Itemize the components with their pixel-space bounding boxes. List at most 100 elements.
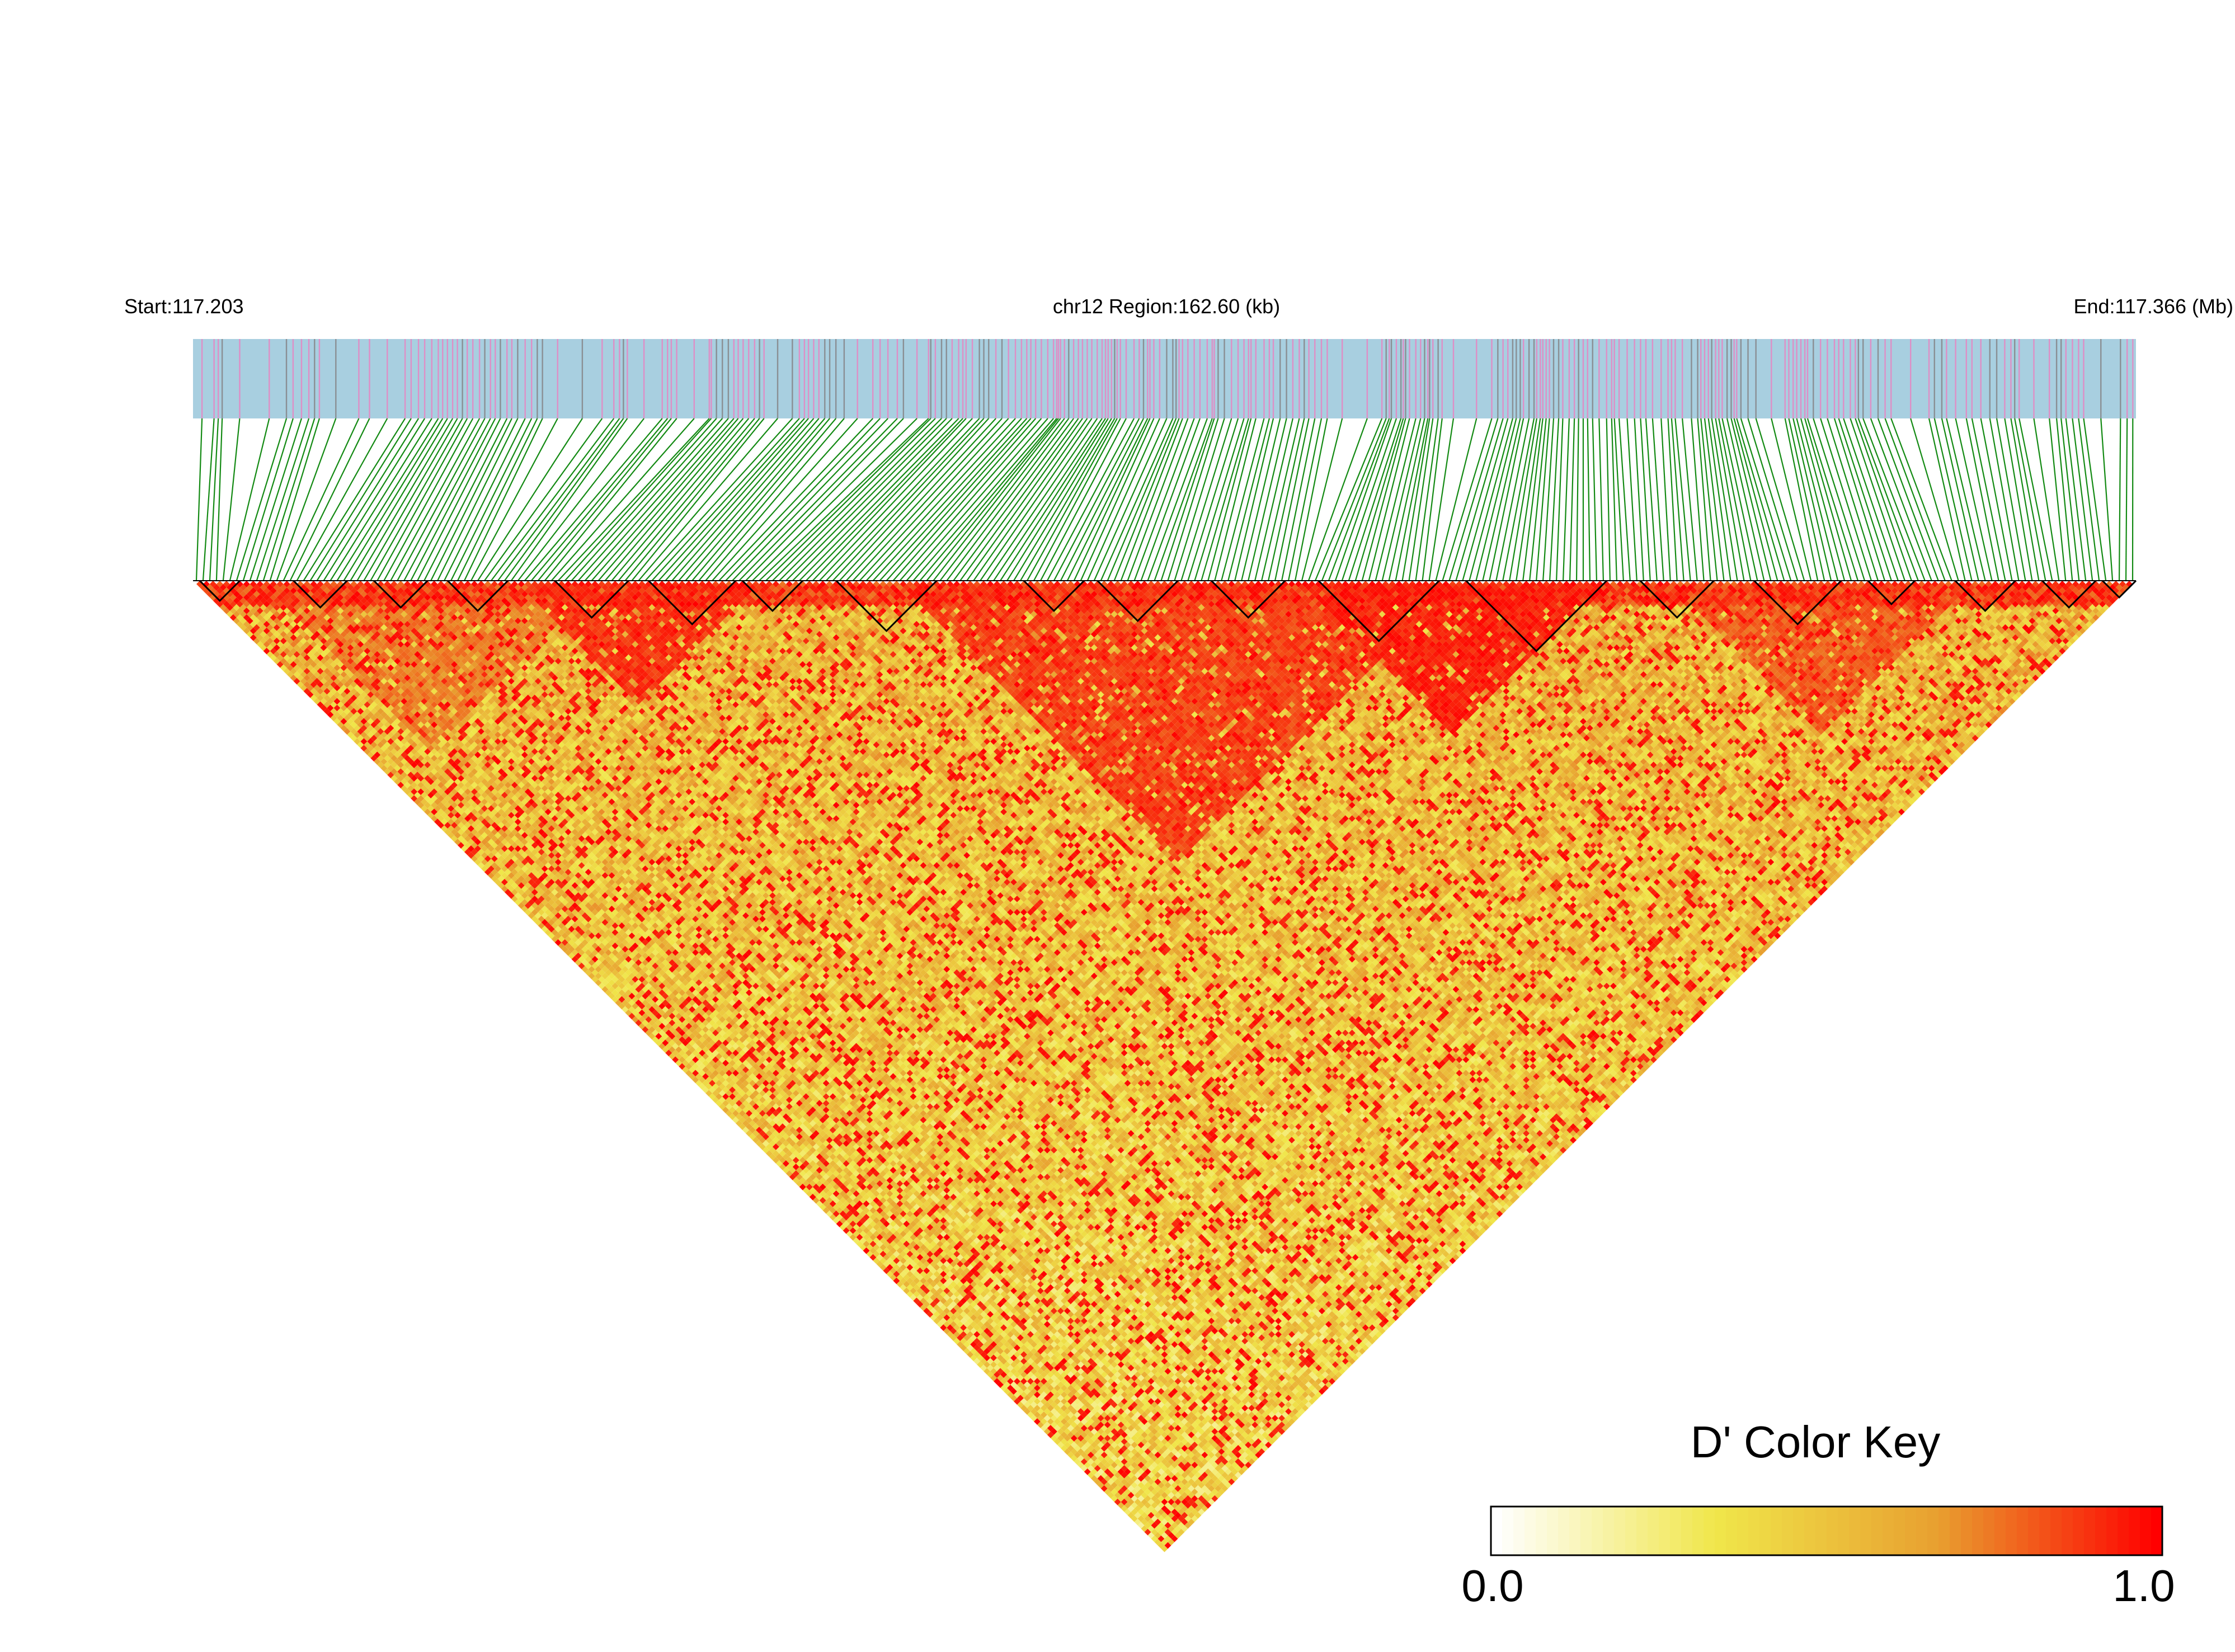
snp-marker <box>1640 339 1641 418</box>
snp-marker <box>1147 339 1148 418</box>
snp-marker <box>1671 339 1672 418</box>
snp-marker <box>1755 339 1756 418</box>
snp-marker <box>748 339 749 418</box>
snp-marker <box>239 339 240 418</box>
snp-marker <box>462 339 463 418</box>
snp-marker <box>1652 339 1653 418</box>
snp-marker <box>424 339 425 418</box>
snp-marker <box>1111 339 1112 418</box>
snp-marker <box>1138 339 1140 418</box>
snp-marker <box>1618 339 1620 418</box>
snp-marker <box>709 339 710 418</box>
snp-marker <box>829 339 830 418</box>
snp-marker <box>1890 339 1891 418</box>
snp-marker <box>1870 339 1871 418</box>
snp-marker <box>1697 339 1698 418</box>
snp-marker <box>857 339 858 418</box>
snp-marker <box>1736 339 1737 418</box>
snp-marker <box>447 339 448 418</box>
snp-marker <box>1934 339 1935 418</box>
snp-marker <box>671 339 672 418</box>
snp-marker <box>1243 339 1244 418</box>
snp-marker <box>2060 339 2062 418</box>
snp-marker <box>737 339 738 418</box>
snp-marker <box>1453 339 1454 418</box>
snp-marker <box>1314 339 1315 418</box>
snp-marker <box>2049 339 2050 418</box>
snp-marker <box>2065 339 2067 418</box>
region-end-label: End:117.366 (Mb) <box>2073 295 2233 318</box>
snp-marker <box>1143 339 1144 418</box>
snp-marker <box>1800 339 1801 418</box>
snp-marker <box>1153 339 1154 418</box>
snp-marker <box>1213 339 1215 418</box>
snp-marker <box>517 339 518 418</box>
snp-marker <box>1747 339 1748 418</box>
snp-marker <box>1946 339 1947 418</box>
snp-marker <box>2014 339 2015 418</box>
snp-marker <box>930 339 931 418</box>
snp-marker <box>218 339 219 418</box>
snp-marker <box>1182 339 1183 418</box>
snp-marker <box>1269 339 1270 418</box>
snp-marker <box>1396 339 1397 418</box>
snp-marker <box>667 339 668 418</box>
snp-marker <box>1108 339 1109 418</box>
snp-marker <box>897 339 898 418</box>
snp-marker <box>1367 339 1368 418</box>
snp-marker <box>1026 339 1027 418</box>
snp-marker <box>1785 339 1786 418</box>
snp-marker <box>537 339 538 418</box>
snp-marker <box>1660 339 1662 418</box>
region-center-label: chr12 Region:162.60 (kb) <box>1053 295 1280 318</box>
snp-marker <box>1519 339 1521 418</box>
snp-marker <box>1497 339 1498 418</box>
snp-marker <box>1403 339 1404 418</box>
snp-marker <box>1862 339 1864 418</box>
snp-marker <box>467 339 468 418</box>
snp-marker <box>1884 339 1885 418</box>
snp-marker <box>1231 339 1232 418</box>
snp-marker <box>1533 339 1535 418</box>
snp-marker <box>1691 339 1692 418</box>
snp-marker <box>2004 339 2005 418</box>
snp-marker <box>1175 339 1177 418</box>
snp-marker <box>1086 339 1088 418</box>
snp-marker <box>301 339 302 418</box>
snp-marker <box>1838 339 1839 418</box>
snp-marker <box>293 339 294 418</box>
snp-marker <box>1592 339 1593 418</box>
snp-marker <box>1001 339 1003 418</box>
snp-marker <box>314 339 315 418</box>
snp-marker <box>1553 339 1554 418</box>
snp-marker <box>962 339 963 418</box>
snp-marker <box>1058 339 1059 418</box>
snp-marker <box>2126 339 2128 418</box>
snp-marker <box>1546 339 1547 418</box>
snp-marker <box>1645 339 1646 418</box>
snp-marker <box>358 339 359 418</box>
snp-marker <box>711 339 712 418</box>
snp-marker <box>1437 339 1438 418</box>
snp-marker <box>222 339 223 418</box>
snp-marker <box>1682 339 1683 418</box>
snp-marker <box>1250 339 1251 418</box>
snp-marker <box>1611 339 1612 418</box>
snp-marker <box>627 339 628 418</box>
snp-marker <box>1558 339 1559 418</box>
snp-marker <box>1064 339 1065 418</box>
snp-marker <box>1704 339 1705 418</box>
snp-marker <box>1587 339 1588 418</box>
snp-marker <box>1298 339 1300 418</box>
snp-marker <box>1858 339 1859 418</box>
snp-marker <box>2083 339 2084 418</box>
snp-marker <box>1583 339 1584 418</box>
snp-marker <box>1212 339 1213 418</box>
snp-marker <box>935 339 936 418</box>
snp-marker <box>1015 339 1016 418</box>
snp-marker <box>490 339 491 418</box>
snp-marker <box>643 339 644 418</box>
snp-marker <box>722 339 723 418</box>
snp-marker <box>431 339 432 418</box>
